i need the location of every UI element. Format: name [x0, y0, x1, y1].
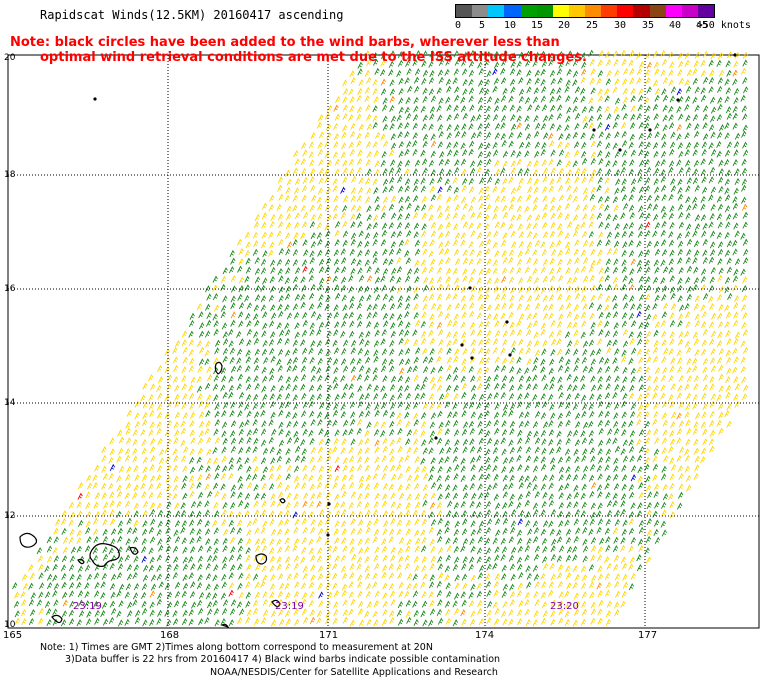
legend-label-9: 45: [695, 20, 709, 31]
lon-label-171: 171: [319, 630, 338, 641]
contamination-marker: [733, 53, 737, 57]
legend-labels: 0 5 10 15 20 25 30 35 40 45 >50 knots: [454, 18, 751, 32]
footer-credit: NOAA/NESDIS/Center for Satellite Applica…: [210, 667, 498, 678]
note-line-1: Note: black circles have been added to t…: [10, 35, 560, 50]
lat-label-20: 20: [4, 53, 16, 63]
legend-swatch-10: [617, 5, 634, 17]
legend-label-6: 30: [613, 20, 627, 31]
lat-label-16: 16: [4, 284, 16, 294]
lat-label-10: 10: [4, 620, 16, 630]
contamination-marker: [93, 97, 97, 101]
lat-label-12: 12: [4, 511, 15, 521]
wind-barbs-blue: [109, 68, 682, 599]
contamination-marker: [618, 148, 622, 152]
legend-label-2: 10: [503, 20, 517, 31]
island-outline: [51, 614, 63, 624]
contamination-marker: [460, 343, 464, 347]
legend-swatch-13: [665, 5, 682, 17]
wind-speed-legend: 0 5 10 15 20 25 30 35 40 45 >50 knots: [454, 4, 751, 34]
legend-swatch-14: [681, 5, 698, 17]
legend-swatch-11: [633, 5, 650, 17]
legend-swatch-7: [568, 5, 585, 17]
lon-label-168: 168: [160, 630, 179, 641]
time-label-2: 23:19: [275, 601, 304, 612]
contamination-marker: [470, 356, 474, 360]
lat-label-18: 18: [4, 170, 16, 180]
legend-label-4: 20: [557, 20, 571, 31]
contamination-marker: [676, 98, 680, 102]
island-outline: [214, 361, 223, 375]
wind-barbs-green: [12, 49, 749, 627]
legend-label-10: >50 knots: [696, 20, 751, 31]
lat-label-14: 14: [4, 398, 16, 408]
legend-label-0: 0: [454, 20, 462, 31]
lat-lon-grid: [8, 55, 759, 628]
contamination-marker: [327, 502, 331, 506]
lon-label-174: 174: [475, 630, 494, 641]
legend-label-3: 15: [530, 20, 544, 31]
contamination-marker: [648, 128, 652, 132]
island-outline: [129, 546, 139, 555]
wind-barb-field: [12, 49, 749, 627]
islands: [19, 361, 286, 629]
wind-barbs-orange: [62, 61, 748, 624]
contamination-marker: [508, 353, 512, 357]
legend-label-5: 25: [585, 20, 599, 31]
legend-swatch-8: [585, 5, 602, 17]
island-outline: [279, 498, 286, 504]
contamination-marker: [592, 128, 596, 132]
island-outline: [220, 623, 230, 629]
island-outline: [89, 543, 120, 567]
lon-label-165: 165: [3, 630, 22, 641]
legend-swatch-1: [472, 5, 489, 17]
legend-swatch-12: [649, 5, 666, 17]
footer-note-2: 3)Data buffer is 22 hrs from 20160417 4)…: [65, 654, 501, 665]
map-title: Rapidscat Winds(12.5KM) 20160417 ascendi…: [40, 8, 344, 22]
legend-swatch-4: [520, 5, 537, 17]
legend-label-7: 35: [641, 20, 655, 31]
island-outline: [19, 532, 38, 548]
island-outline: [255, 553, 268, 565]
island-outline: [271, 599, 281, 608]
legend-swatch-15: [697, 5, 714, 17]
legend-label-1: 5: [478, 20, 486, 31]
wind-barbs-red: [77, 221, 651, 597]
island-outline: [77, 558, 85, 565]
lon-label-177: 177: [638, 630, 657, 641]
legend-swatch-3: [504, 5, 521, 17]
time-label-1: 23:19: [73, 601, 102, 612]
time-label-3: 23:20: [550, 601, 579, 612]
legend-swatch-0: [456, 5, 473, 17]
legend-swatch-5: [536, 5, 553, 17]
note-line-2: optimal wind retrieval conditions are me…: [40, 50, 587, 65]
contamination-marker: [505, 320, 509, 324]
legend-swatch-6: [552, 5, 569, 17]
wind-barbs-yellow: [13, 49, 749, 627]
contamination-marker: [434, 436, 438, 440]
legend-swatch-9: [601, 5, 618, 17]
legend-swatch-2: [488, 5, 505, 17]
legend-color-bar: [455, 4, 715, 18]
legend-label-8: 40: [668, 20, 682, 31]
footer-note-1: Note: 1) Times are GMT 2)Times along bot…: [40, 642, 433, 653]
map-labels: 20 18 16 14 12 10 165 168 171 174 177 23…: [3, 53, 657, 641]
